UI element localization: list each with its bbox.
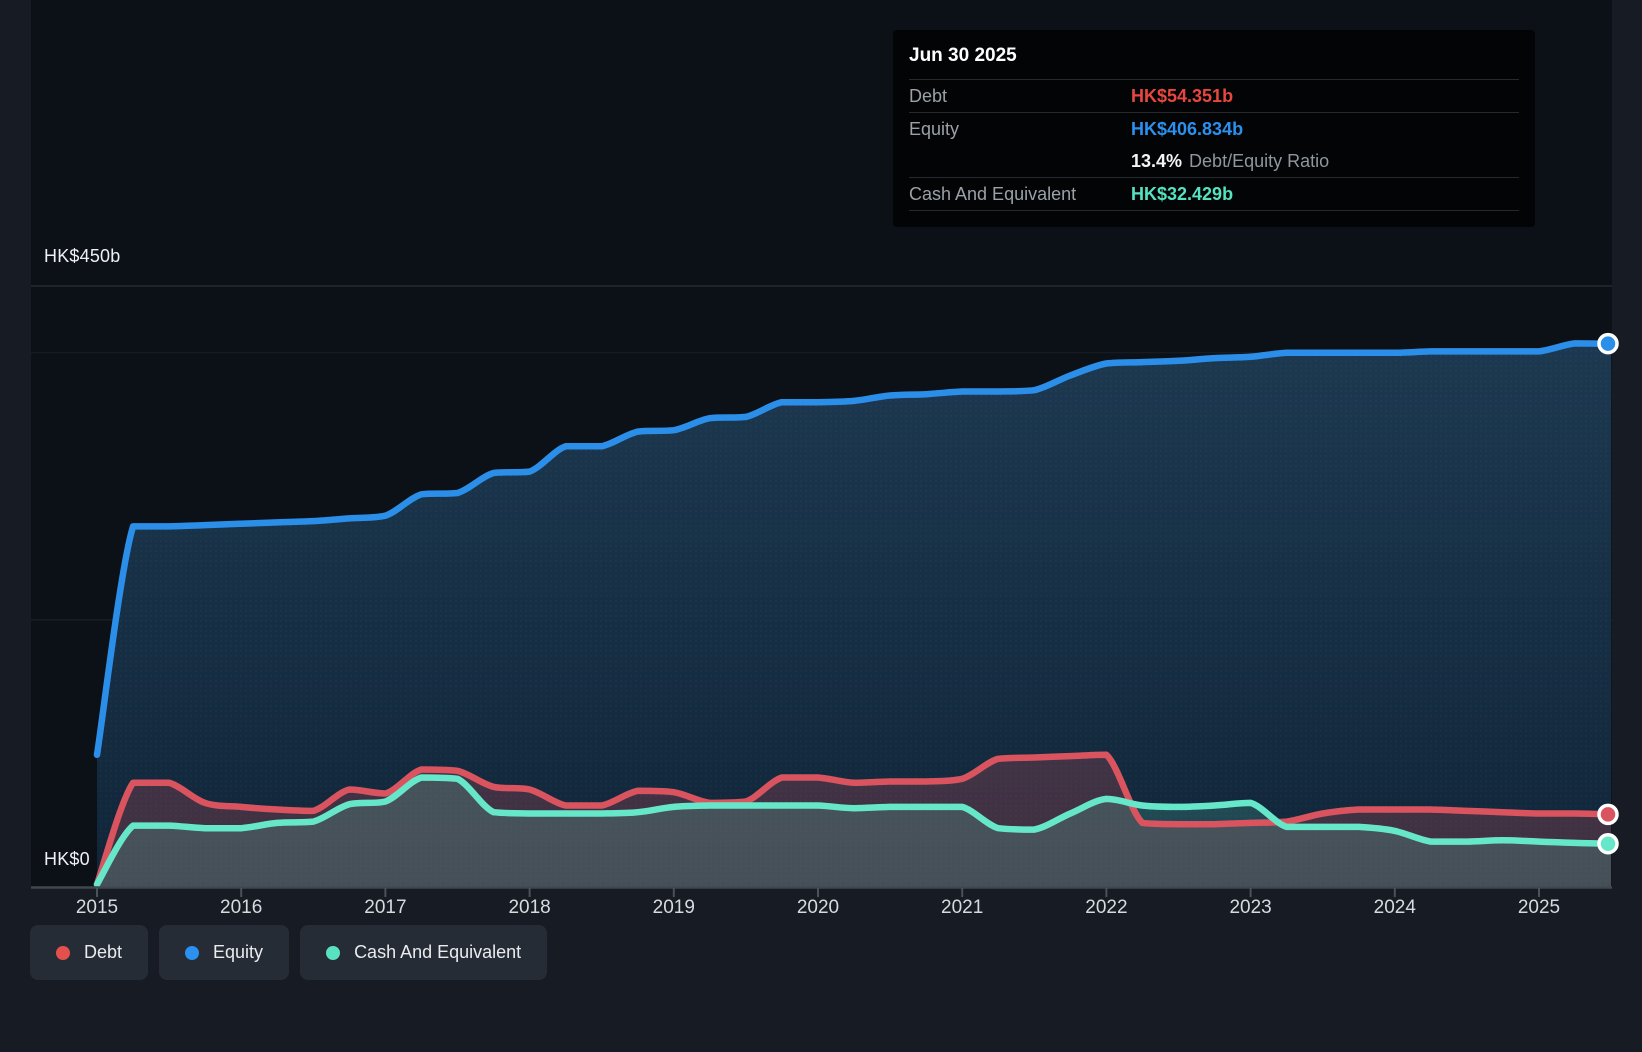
equity-end-marker[interactable] xyxy=(1599,335,1617,353)
x-axis-label-2015: 2015 xyxy=(76,897,118,918)
cash-end-marker[interactable] xyxy=(1599,835,1617,853)
x-axis-label-2017: 2017 xyxy=(364,897,406,918)
tooltip-ratio-row: 13.4% Debt/Equity Ratio xyxy=(909,145,1519,178)
legend-item-debt[interactable]: Debt xyxy=(30,925,148,980)
legend-item-cash[interactable]: Cash And Equivalent xyxy=(300,925,547,980)
equity-legend-dot-icon xyxy=(185,946,199,960)
x-axis-label-2016: 2016 xyxy=(220,897,262,918)
chart-tooltip: Jun 30 2025 Debt HK$54.351b Equity HK$40… xyxy=(893,30,1535,227)
tooltip-cash-value: HK$32.429b xyxy=(1131,184,1233,205)
tooltip-cash-label: Cash And Equivalent xyxy=(909,184,1131,205)
x-axis-label-2021: 2021 xyxy=(941,897,983,918)
x-axis-label-2023: 2023 xyxy=(1229,897,1271,918)
balance-sheet-history-chart: 2015 2016 2017 2018 2019 2020 2021 2022 2023 2024… xyxy=(0,0,1642,1052)
debt-legend-dot-icon xyxy=(56,946,70,960)
legend-cash-label: Cash And Equivalent xyxy=(354,942,521,963)
x-axis-label-2024: 2024 xyxy=(1374,897,1417,918)
x-axis-label-2022: 2022 xyxy=(1085,897,1127,918)
tooltip-ratio: 13.4% Debt/Equity Ratio xyxy=(1131,151,1329,172)
y-axis-label-zero: HK$0 xyxy=(44,849,90,870)
tooltip-debt-row: Debt HK$54.351b xyxy=(909,80,1519,113)
chart-legend: Debt Equity Cash And Equivalent xyxy=(30,925,547,980)
legend-equity-label: Equity xyxy=(213,942,263,963)
x-axis-label-2025: 2025 xyxy=(1518,897,1560,918)
tooltip-equity-value: HK$406.834b xyxy=(1131,119,1243,140)
tooltip-debt-label: Debt xyxy=(909,86,1131,107)
x-axis-label-2020: 2020 xyxy=(797,897,839,918)
tooltip-debt-value: HK$54.351b xyxy=(1131,86,1233,107)
tooltip-date: Jun 30 2025 xyxy=(909,30,1519,80)
x-axis-label-2018: 2018 xyxy=(508,897,550,918)
cash-legend-dot-icon xyxy=(326,946,340,960)
tooltip-equity-label: Equity xyxy=(909,119,1131,140)
tooltip-ratio-value: 13.4% xyxy=(1131,151,1182,171)
y-axis-label-top: HK$450b xyxy=(44,246,120,267)
legend-item-equity[interactable]: Equity xyxy=(159,925,289,980)
x-axis-label-2019: 2019 xyxy=(653,897,695,918)
legend-debt-label: Debt xyxy=(84,942,122,963)
debt-end-marker[interactable] xyxy=(1599,805,1617,823)
tooltip-equity-row: Equity HK$406.834b xyxy=(909,113,1519,145)
tooltip-ratio-label: Debt/Equity Ratio xyxy=(1189,151,1329,171)
tooltip-cash-row: Cash And Equivalent HK$32.429b xyxy=(909,178,1519,211)
